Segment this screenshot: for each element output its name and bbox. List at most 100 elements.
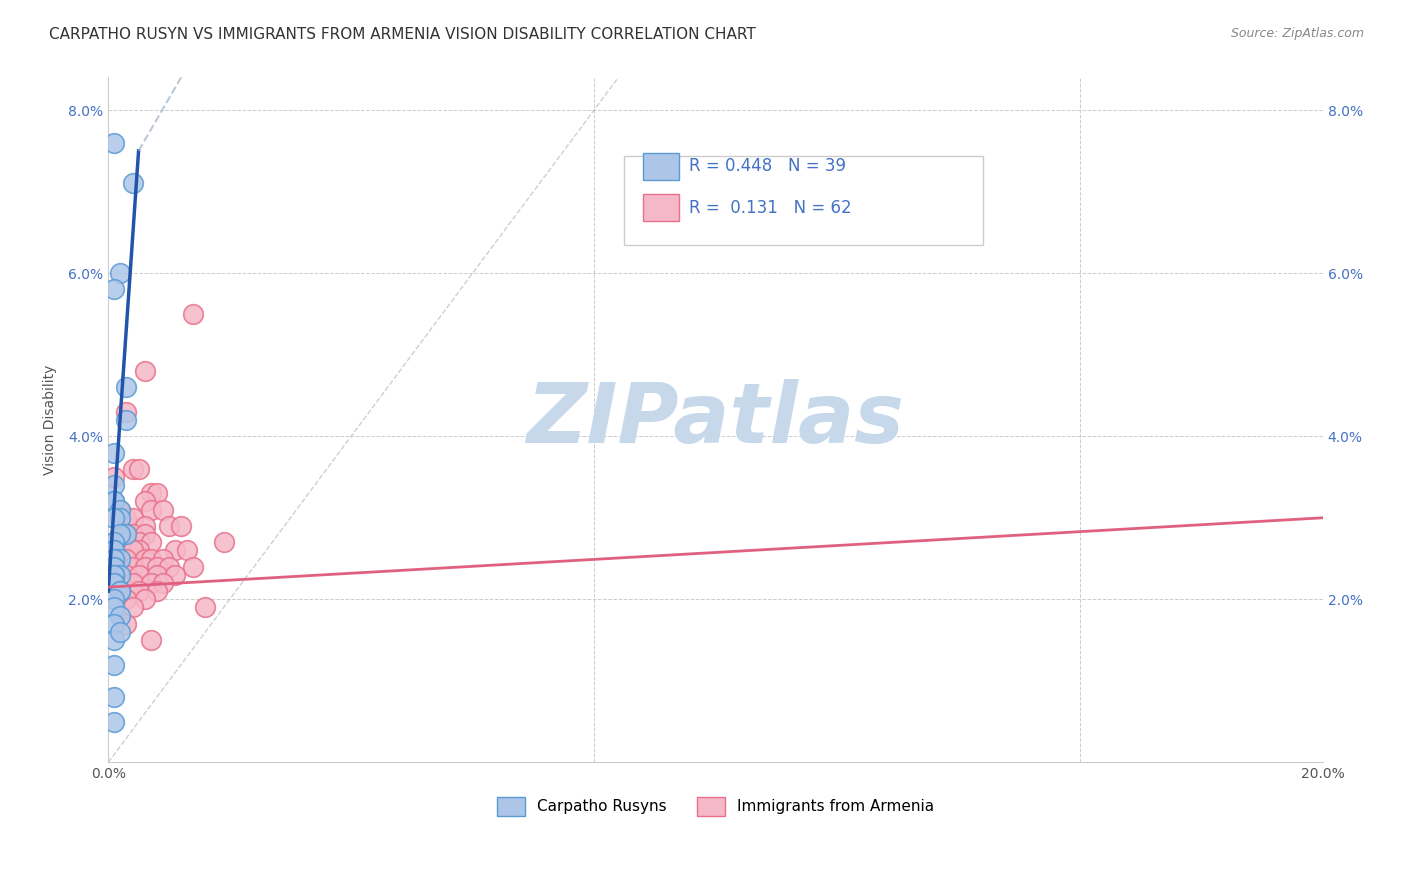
- Point: [110, 608, 132, 623]
- Point: [115, 535, 138, 549]
- Point: [103, 136, 125, 150]
- Point: [103, 283, 125, 297]
- Point: [110, 527, 132, 541]
- Point: [115, 527, 138, 541]
- Point: [121, 576, 143, 591]
- Point: [128, 543, 150, 558]
- Point: [128, 462, 150, 476]
- Point: [121, 559, 143, 574]
- Point: [103, 535, 125, 549]
- Point: [121, 600, 143, 615]
- Point: [115, 543, 138, 558]
- Point: [103, 714, 125, 729]
- Point: [146, 559, 169, 574]
- Point: [128, 535, 150, 549]
- Point: [194, 600, 217, 615]
- Point: [103, 543, 125, 558]
- Point: [146, 584, 169, 599]
- Point: [103, 592, 125, 607]
- Point: [139, 633, 162, 648]
- Point: [139, 576, 162, 591]
- Point: [103, 567, 125, 582]
- Point: [110, 567, 132, 582]
- Point: [121, 527, 143, 541]
- Point: [110, 584, 132, 599]
- Point: [152, 551, 174, 566]
- Point: [134, 519, 156, 533]
- Point: [110, 584, 132, 599]
- Point: [134, 592, 156, 607]
- Text: CARPATHO RUSYN VS IMMIGRANTS FROM ARMENIA VISION DISABILITY CORRELATION CHART: CARPATHO RUSYN VS IMMIGRANTS FROM ARMENI…: [49, 27, 756, 42]
- Point: [103, 551, 125, 566]
- Point: [146, 486, 169, 500]
- Point: [103, 559, 125, 574]
- Point: [103, 600, 125, 615]
- Point: [103, 616, 125, 631]
- Point: [128, 567, 150, 582]
- Point: [110, 576, 132, 591]
- Point: [110, 510, 132, 524]
- Point: [103, 478, 125, 492]
- Point: [212, 535, 235, 549]
- Point: [157, 559, 180, 574]
- Point: [103, 494, 125, 508]
- Point: [110, 551, 132, 566]
- Point: [115, 405, 138, 419]
- Point: [128, 584, 150, 599]
- Point: [163, 543, 186, 558]
- Point: [134, 551, 156, 566]
- Text: R =  0.131   N = 62: R = 0.131 N = 62: [689, 199, 852, 217]
- Point: [103, 445, 125, 459]
- Point: [115, 616, 138, 631]
- Point: [134, 494, 156, 508]
- Point: [110, 502, 132, 516]
- Point: [103, 535, 125, 549]
- Point: [181, 307, 204, 321]
- Point: [152, 502, 174, 516]
- Point: [121, 543, 143, 558]
- Point: [170, 519, 193, 533]
- Text: Source: ZipAtlas.com: Source: ZipAtlas.com: [1230, 27, 1364, 40]
- Point: [110, 584, 132, 599]
- Legend: Carpatho Rusyns, Immigrants from Armenia: Carpatho Rusyns, Immigrants from Armenia: [489, 789, 942, 823]
- Point: [110, 559, 132, 574]
- Point: [110, 543, 132, 558]
- Point: [152, 576, 174, 591]
- Point: [115, 567, 138, 582]
- Bar: [643, 194, 679, 221]
- Point: [103, 690, 125, 705]
- Point: [121, 510, 143, 524]
- Point: [146, 567, 169, 582]
- Bar: [643, 153, 679, 180]
- Point: [103, 657, 125, 672]
- Point: [110, 567, 132, 582]
- Point: [110, 624, 132, 639]
- Point: [139, 502, 162, 516]
- Point: [139, 551, 162, 566]
- Point: [110, 527, 132, 541]
- Point: [103, 470, 125, 484]
- Point: [176, 543, 198, 558]
- Point: [115, 592, 138, 607]
- Point: [139, 535, 162, 549]
- Point: [110, 551, 132, 566]
- Point: [103, 576, 125, 591]
- Point: [115, 413, 138, 427]
- Text: ZIPatlas: ZIPatlas: [527, 379, 904, 460]
- Point: [157, 519, 180, 533]
- Point: [134, 364, 156, 378]
- Point: [139, 486, 162, 500]
- Point: [115, 527, 138, 541]
- Point: [103, 576, 125, 591]
- Point: [103, 543, 125, 558]
- Point: [181, 559, 204, 574]
- FancyBboxPatch shape: [624, 156, 983, 245]
- Point: [110, 510, 132, 524]
- Point: [121, 462, 143, 476]
- Point: [103, 551, 125, 566]
- Point: [103, 510, 125, 524]
- Y-axis label: Vision Disability: Vision Disability: [44, 365, 58, 475]
- Point: [115, 551, 138, 566]
- Point: [110, 266, 132, 280]
- Point: [103, 567, 125, 582]
